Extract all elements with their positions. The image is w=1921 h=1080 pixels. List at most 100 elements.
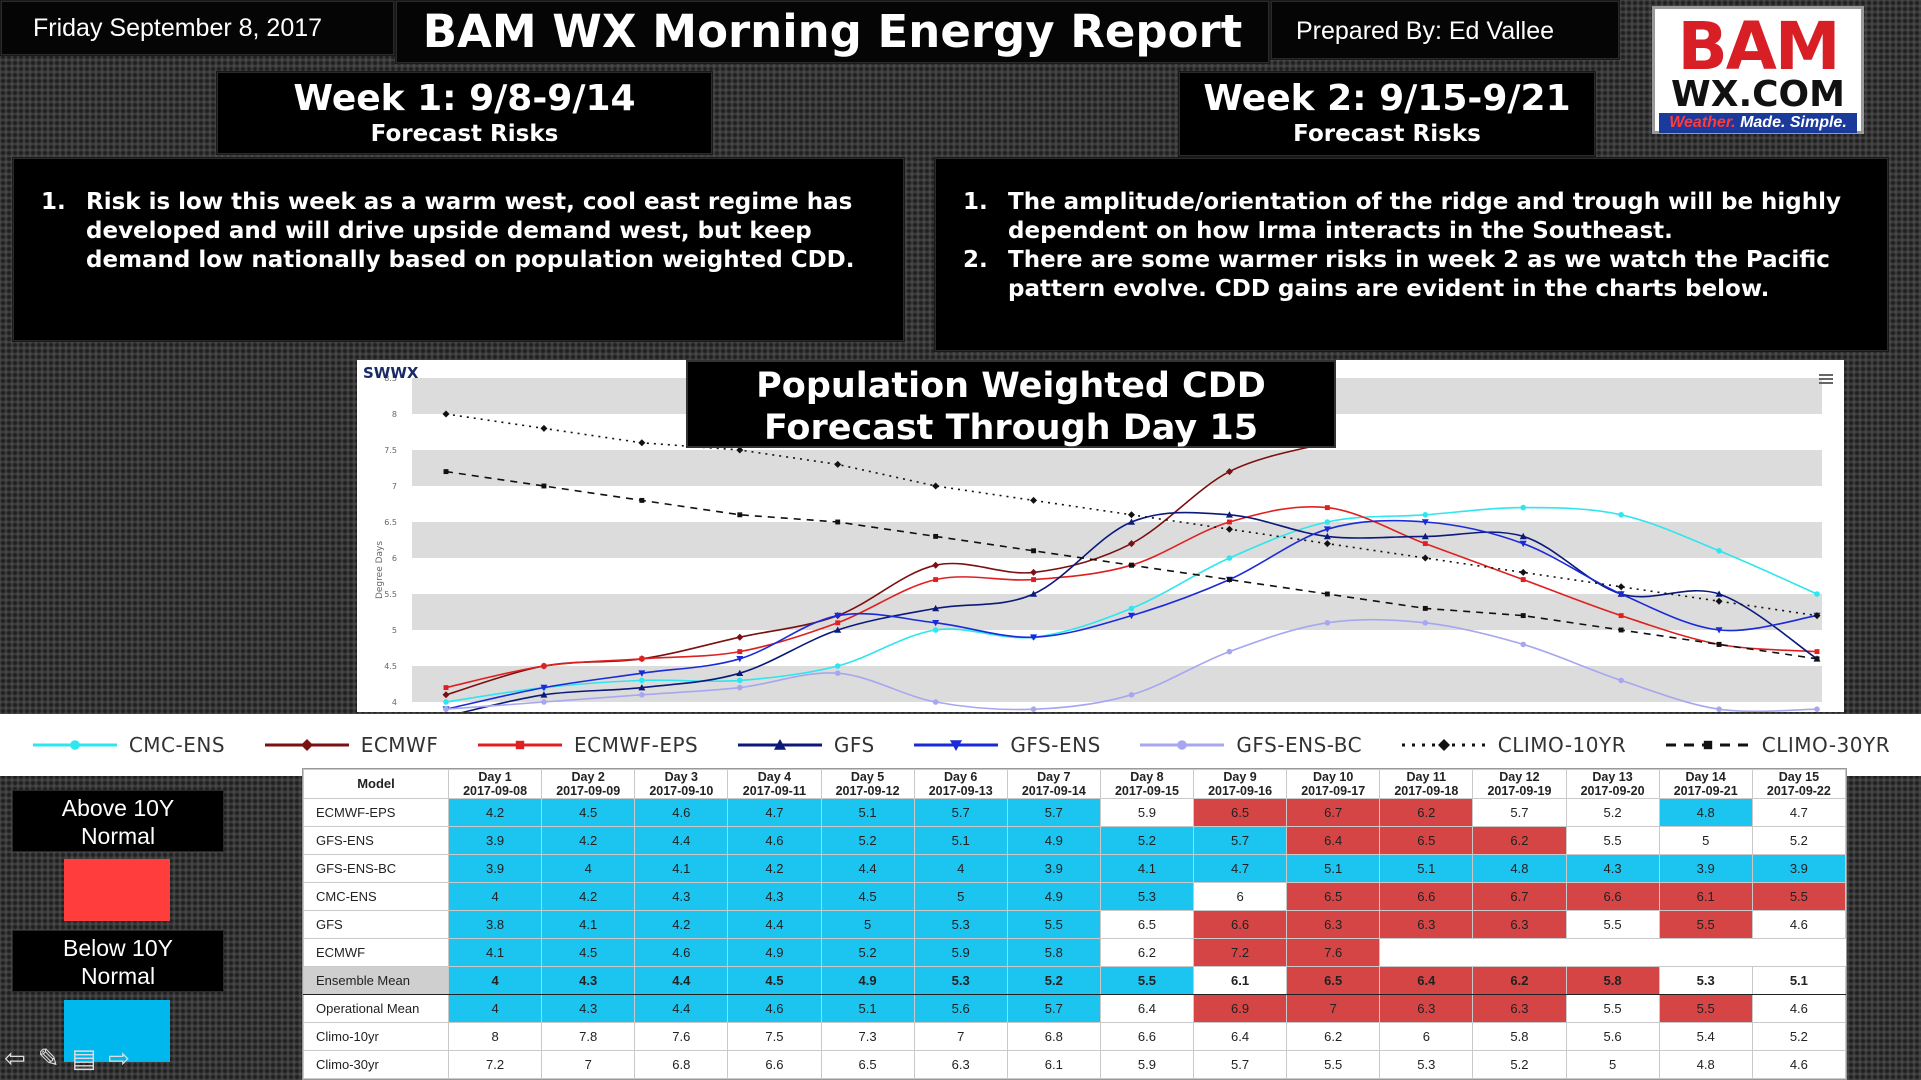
- data-point[interactable]: [1324, 505, 1330, 511]
- data-point[interactable]: [737, 512, 743, 518]
- data-point[interactable]: [1128, 511, 1135, 519]
- data-point[interactable]: [1422, 512, 1429, 518]
- data-point[interactable]: [1716, 706, 1722, 712]
- data-point[interactable]: [1520, 504, 1527, 511]
- data-point[interactable]: [1421, 519, 1429, 526]
- data-point[interactable]: [1030, 634, 1038, 641]
- data-point[interactable]: [932, 482, 940, 490]
- data-point[interactable]: [1520, 577, 1526, 583]
- data-point[interactable]: [1520, 613, 1526, 619]
- data-point[interactable]: [835, 519, 841, 525]
- data-point[interactable]: [1226, 648, 1233, 655]
- pen-icon[interactable]: ✎: [37, 1044, 60, 1074]
- data-point[interactable]: [1715, 597, 1723, 605]
- data-point[interactable]: [1128, 518, 1135, 525]
- data-point[interactable]: [1323, 526, 1331, 533]
- series-cmc-ens[interactable]: [443, 504, 1820, 705]
- back-arrow-icon[interactable]: ⇦: [4, 1044, 26, 1074]
- data-point[interactable]: [737, 649, 743, 655]
- data-point[interactable]: [834, 460, 842, 468]
- data-point[interactable]: [1226, 555, 1233, 561]
- data-point[interactable]: [932, 604, 940, 612]
- data-point[interactable]: [442, 691, 450, 699]
- data-point[interactable]: [736, 446, 744, 454]
- data-point[interactable]: [639, 656, 645, 662]
- data-point[interactable]: [1618, 677, 1624, 684]
- data-point[interactable]: [638, 670, 646, 677]
- data-point[interactable]: [1030, 590, 1038, 597]
- data-point[interactable]: [1030, 568, 1038, 576]
- data-point[interactable]: [933, 533, 939, 539]
- data-point[interactable]: [1422, 605, 1428, 611]
- data-point[interactable]: [1814, 649, 1820, 655]
- data-point[interactable]: [1519, 532, 1527, 540]
- data-point[interactable]: [639, 497, 645, 503]
- data-point[interactable]: [1814, 706, 1820, 712]
- legend-item-climo-10yr[interactable]: CLIMO-10YR: [1400, 733, 1626, 757]
- data-point[interactable]: [1323, 540, 1331, 548]
- data-point[interactable]: [1617, 591, 1625, 598]
- data-point[interactable]: [736, 684, 743, 691]
- data-point[interactable]: [933, 577, 939, 583]
- data-point[interactable]: [835, 620, 841, 626]
- series-climo-10yr[interactable]: [442, 410, 1821, 620]
- data-point[interactable]: [932, 627, 939, 633]
- legend-item-gfs[interactable]: GFS: [736, 733, 875, 757]
- data-point[interactable]: [541, 699, 547, 705]
- data-point[interactable]: [1128, 540, 1135, 548]
- data-point[interactable]: [1128, 612, 1135, 620]
- legend-item-gfs-ens-bc[interactable]: GFS-ENS-BC: [1138, 733, 1362, 757]
- data-point[interactable]: [1324, 519, 1331, 525]
- legend-item-climo-30yr[interactable]: CLIMO-30YR: [1664, 733, 1890, 757]
- data-point[interactable]: [1225, 525, 1233, 533]
- data-point[interactable]: [541, 483, 547, 489]
- data-point[interactable]: [736, 656, 744, 663]
- data-point[interactable]: [736, 669, 744, 676]
- series-climo-30yr[interactable]: [443, 469, 1820, 662]
- data-point[interactable]: [1421, 554, 1429, 562]
- data-point[interactable]: [540, 424, 548, 432]
- legend-item-ecmwf-eps[interactable]: ECMWF-EPS: [476, 733, 698, 757]
- data-point[interactable]: [1225, 468, 1233, 476]
- data-point[interactable]: [541, 663, 547, 669]
- data-point[interactable]: [1031, 548, 1037, 554]
- data-point[interactable]: [1617, 583, 1625, 591]
- data-point[interactable]: [1814, 656, 1820, 662]
- data-point[interactable]: [1520, 641, 1527, 648]
- data-point[interactable]: [1618, 613, 1624, 619]
- data-point[interactable]: [1519, 568, 1527, 576]
- data-point[interactable]: [932, 699, 939, 705]
- data-point[interactable]: [1324, 591, 1330, 597]
- data-point[interactable]: [638, 684, 646, 691]
- data-point[interactable]: [1030, 706, 1037, 712]
- data-point[interactable]: [932, 561, 940, 569]
- forward-arrow-icon[interactable]: ⇨: [108, 1044, 130, 1074]
- data-point[interactable]: [1128, 605, 1135, 612]
- data-point[interactable]: [1031, 577, 1037, 583]
- data-point[interactable]: [1715, 627, 1723, 634]
- menu-icon[interactable]: ▤: [71, 1044, 97, 1074]
- data-point[interactable]: [1422, 620, 1429, 626]
- data-point[interactable]: [639, 692, 645, 698]
- data-point[interactable]: [1716, 641, 1722, 647]
- data-point[interactable]: [1618, 512, 1624, 518]
- data-point[interactable]: [736, 677, 743, 684]
- data-point[interactable]: [1225, 511, 1233, 518]
- chart-menu-icon[interactable]: [1819, 374, 1833, 384]
- legend-item-cmc-ens[interactable]: CMC-ENS: [31, 733, 225, 757]
- legend-item-ecmwf[interactable]: ECMWF: [263, 733, 439, 757]
- data-point[interactable]: [639, 677, 645, 684]
- data-point[interactable]: [443, 469, 449, 475]
- data-point[interactable]: [834, 626, 842, 633]
- data-point[interactable]: [1128, 692, 1135, 698]
- data-point[interactable]: [932, 620, 940, 627]
- data-point[interactable]: [1422, 541, 1428, 547]
- data-point[interactable]: [540, 691, 548, 698]
- data-point[interactable]: [834, 670, 841, 676]
- data-point[interactable]: [1226, 519, 1232, 525]
- data-point[interactable]: [1618, 627, 1624, 633]
- data-point[interactable]: [442, 410, 450, 418]
- series-gfs-ens-bc[interactable]: [443, 618, 1820, 713]
- data-point[interactable]: [1519, 540, 1527, 548]
- data-point[interactable]: [443, 699, 449, 705]
